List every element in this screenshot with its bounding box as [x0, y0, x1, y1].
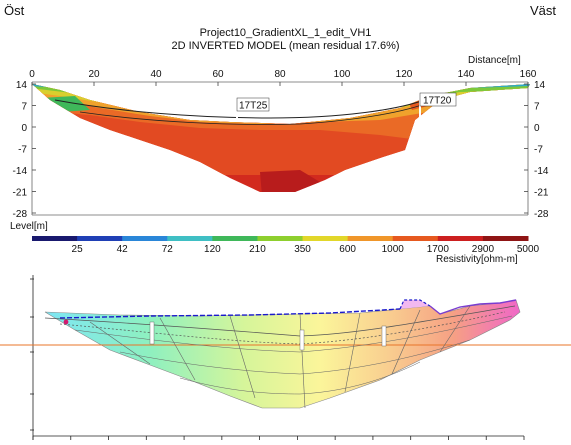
y-tick-label-right-3: -7	[534, 145, 543, 156]
y-tick-label-left-2: 0	[21, 123, 27, 134]
color-scale-tick-3: 120	[204, 244, 221, 255]
y-tick-label-right-5: -21	[534, 188, 549, 199]
y-tick-label-right-6: -28	[534, 209, 549, 220]
color-scale-swatch-0	[32, 236, 78, 241]
color-scale-tick-9: 2900	[472, 244, 495, 255]
x-axis-label: Distance[m]	[468, 55, 521, 66]
color-scale-swatch-4	[212, 236, 258, 241]
color-scale-tick-2: 72	[162, 244, 174, 255]
color-scale-swatch-9	[437, 236, 484, 241]
color-scale-tick-7: 1000	[382, 244, 405, 255]
color-scale-swatch-7	[347, 236, 394, 241]
x-tick-label-0: 0	[29, 69, 35, 80]
borehole-label-17T20: 17T20	[423, 96, 452, 107]
y-tick-label-left-4: -14	[13, 166, 28, 177]
color-scale-swatch-5	[257, 236, 304, 241]
x-tick-label-3: 60	[212, 69, 224, 80]
color-scale-bar	[32, 236, 529, 241]
x-tick-label-8: 160	[520, 69, 537, 80]
x-tick-label-2: 40	[150, 69, 162, 80]
color-scale-swatch-8	[392, 236, 439, 241]
color-scale-tick-8: 1700	[427, 244, 450, 255]
color-scale-tick-4: 210	[249, 244, 266, 255]
y-tick-label-left-3: -7	[18, 145, 27, 156]
color-scale-tick-6: 600	[339, 244, 356, 255]
chart-subtitle: 2D INVERTED MODEL (mean residual 17.6%)	[171, 40, 400, 52]
x-tick-label-5: 100	[334, 69, 351, 80]
east-label: Öst	[4, 3, 25, 18]
color-scale-tick-5: 350	[294, 244, 311, 255]
color-scale-tick-10: 5000	[517, 244, 540, 255]
west-label: Väst	[530, 3, 557, 18]
color-scale-swatch-1	[77, 236, 123, 241]
color-scale-tick-1: 42	[117, 244, 129, 255]
x-tick-label-7: 140	[458, 69, 475, 80]
y-tick-label-right-1: 7	[534, 102, 540, 113]
y-tick-label-left-0: 14	[16, 80, 28, 91]
y-tick-label-left-5: -21	[13, 188, 28, 199]
y-tick-label-right-2: 0	[534, 123, 540, 134]
interpretation-diagram	[0, 275, 571, 440]
y-tick-label-right-0: 14	[534, 80, 546, 91]
color-scale-swatch-6	[302, 236, 349, 241]
color-scale-swatch-2	[122, 236, 168, 241]
y-axis-label: Level[m]	[10, 221, 48, 232]
x-tick-label-6: 120	[396, 69, 413, 80]
color-scale-swatch-10	[482, 236, 529, 241]
color-scale-tick-0: 25	[72, 244, 84, 255]
chart-title: Project10_GradientXL_1_edit_VH1	[199, 27, 372, 39]
y-tick-label-left-6: -28	[13, 209, 28, 220]
x-tick-label-1: 20	[88, 69, 100, 80]
color-scale-label: Resistivity[ohm-m]	[436, 254, 518, 265]
y-tick-label-left-1: 7	[21, 102, 27, 113]
y-tick-label-right-4: -14	[534, 166, 549, 177]
borehole-label-17T25: 17T25	[239, 101, 268, 112]
color-scale-swatch-3	[167, 236, 213, 241]
x-tick-label-4: 80	[274, 69, 286, 80]
